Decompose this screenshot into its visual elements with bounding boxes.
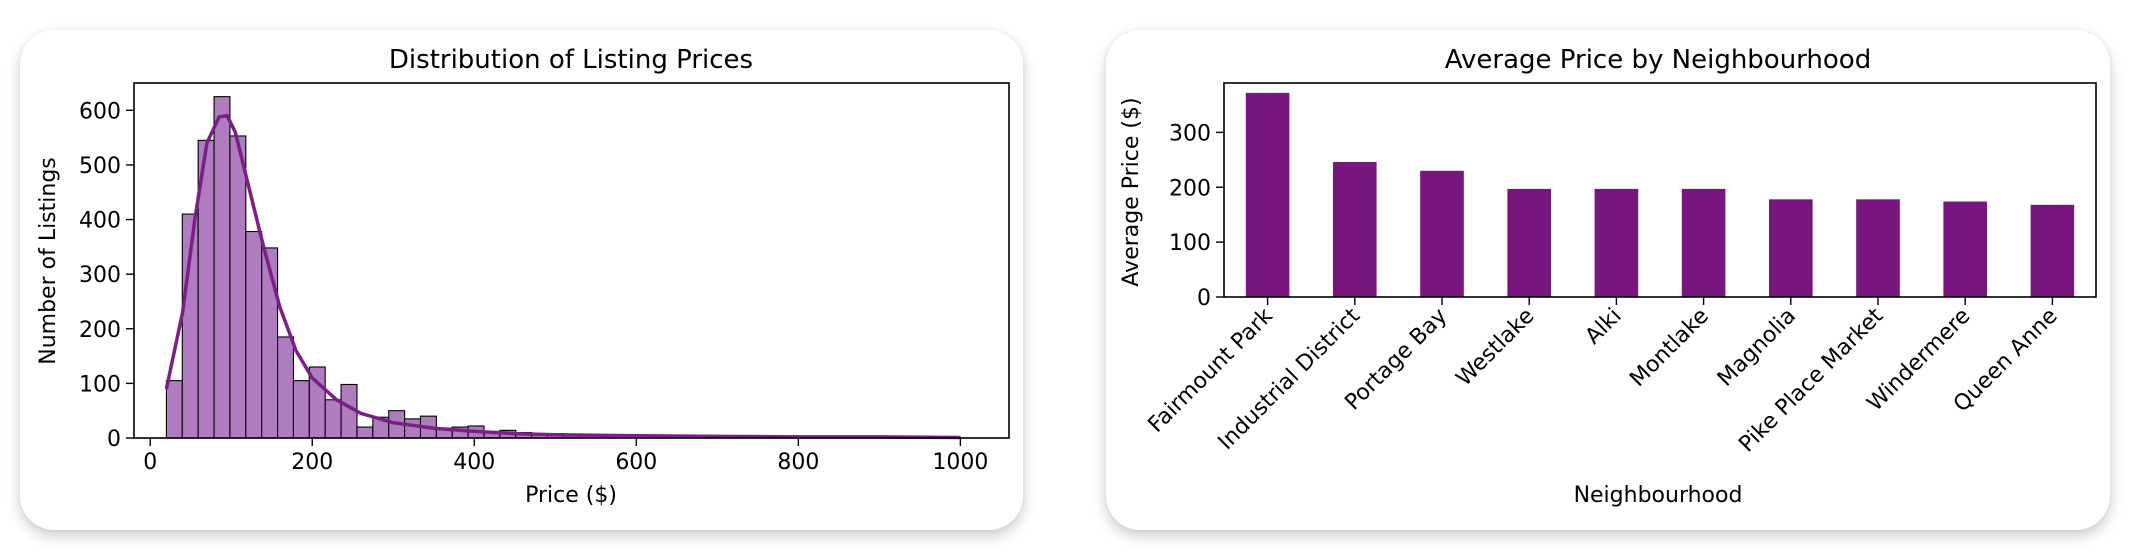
- chart-title: Distribution of Listing Prices: [389, 45, 753, 75]
- x-tick-label: Montlake: [1625, 304, 1713, 392]
- histogram-card: Distribution of Listing Prices Price ($)…: [20, 30, 1023, 530]
- bar-chart-card: Average Price by Neighbourhood Neighbour…: [1106, 30, 2110, 530]
- x-tick-label: 1000: [932, 450, 988, 475]
- bar: [1681, 188, 1726, 297]
- y-tick-label: 200: [79, 318, 121, 343]
- x-axis-label: Price ($): [525, 483, 617, 508]
- bar: [2030, 204, 2075, 297]
- y-axis-label: Average Price ($): [1119, 97, 1144, 286]
- x-tick-label: 600: [615, 450, 657, 475]
- x-tick-label: 400: [453, 450, 495, 475]
- bar: [1420, 170, 1464, 297]
- x-axis-label: Neighbourhood: [1574, 483, 1743, 508]
- bar: [1333, 162, 1377, 297]
- y-tick-label: 500: [79, 154, 121, 179]
- x-tick-label: 800: [777, 450, 819, 475]
- plot-frame: [1223, 82, 2097, 298]
- histogram-bar: [324, 399, 342, 439]
- y-tick-label: 100: [79, 372, 121, 397]
- plot-frame: [133, 82, 1010, 439]
- bar: [1943, 201, 1987, 297]
- chart-title: Average Price by Neighbourhood: [1445, 45, 1871, 75]
- histogram-bar: [404, 418, 422, 439]
- bar: [1856, 199, 1900, 297]
- histogram-bar: [213, 96, 231, 439]
- histogram-bar: [245, 231, 263, 439]
- y-tick-label: 100: [1169, 231, 1211, 256]
- y-axis-label: Number of Listings: [36, 157, 61, 365]
- y-tick-label: 300: [79, 263, 121, 288]
- y-tick-label: 400: [79, 209, 121, 234]
- y-tick-label: 200: [1169, 176, 1211, 201]
- x-tick-label: Alki: [1581, 304, 1627, 350]
- histogram-bar: [165, 380, 183, 439]
- x-tick-label: 0: [143, 450, 157, 475]
- histogram-chart: Distribution of Listing Prices Price ($)…: [36, 45, 1010, 508]
- bar: [1769, 199, 1813, 297]
- x-tick-label: 200: [291, 450, 333, 475]
- y-tick-label: 600: [79, 99, 121, 124]
- kde-line: [164, 113, 961, 440]
- bar: [1507, 188, 1551, 297]
- x-tick-label: Westlake: [1452, 304, 1540, 392]
- histogram-bar: [277, 336, 294, 439]
- bar: [1594, 188, 1639, 297]
- y-tick-label: 0: [1197, 286, 1211, 311]
- y-tick-label: 0: [107, 427, 121, 452]
- x-tick-label: Magnolia: [1713, 304, 1801, 392]
- x-tick-label: Pike Place Market: [1734, 303, 1888, 457]
- histogram-bar: [292, 380, 310, 439]
- histogram-bar: [229, 135, 247, 439]
- y-tick-label: 300: [1169, 121, 1211, 146]
- histogram-bar: [356, 426, 374, 439]
- bar-chart: Average Price by Neighbourhood Neighbour…: [1119, 45, 2097, 508]
- bar: [1245, 92, 1290, 297]
- histogram-bar: [261, 247, 279, 439]
